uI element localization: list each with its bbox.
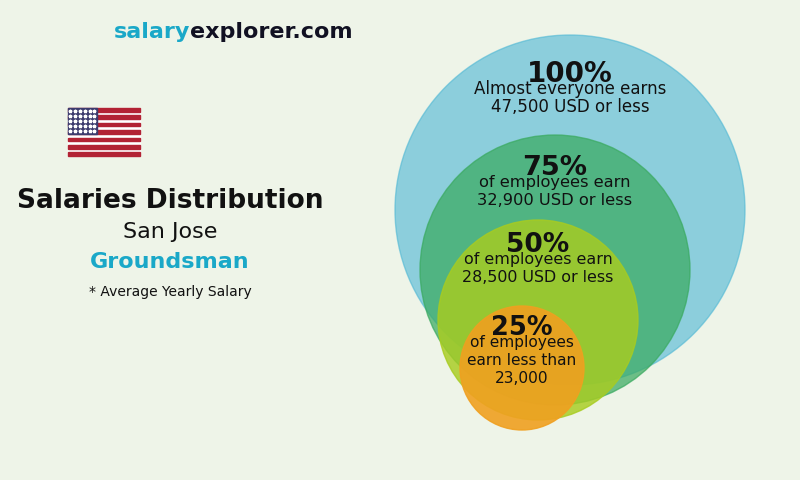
Text: 28,500 USD or less: 28,500 USD or less bbox=[462, 270, 614, 285]
Text: * Average Yearly Salary: * Average Yearly Salary bbox=[89, 285, 251, 299]
Bar bbox=[68, 115, 140, 119]
Bar bbox=[68, 108, 140, 112]
Text: San Jose: San Jose bbox=[123, 222, 217, 242]
Bar bbox=[68, 152, 140, 156]
Text: 75%: 75% bbox=[522, 155, 587, 181]
Text: of employees earn: of employees earn bbox=[479, 175, 630, 190]
Circle shape bbox=[460, 306, 584, 430]
Text: salary: salary bbox=[114, 22, 190, 42]
Bar bbox=[68, 108, 97, 134]
Bar bbox=[68, 145, 140, 149]
Text: Salaries Distribution: Salaries Distribution bbox=[17, 188, 323, 214]
Circle shape bbox=[420, 135, 690, 405]
Text: explorer.com: explorer.com bbox=[190, 22, 353, 42]
Text: 50%: 50% bbox=[506, 232, 570, 258]
Text: 100%: 100% bbox=[527, 60, 613, 88]
Text: 25%: 25% bbox=[491, 315, 553, 341]
Text: 32,900 USD or less: 32,900 USD or less bbox=[478, 193, 633, 208]
Text: earn less than: earn less than bbox=[467, 353, 577, 368]
Text: of employees: of employees bbox=[470, 335, 574, 350]
Circle shape bbox=[438, 220, 638, 420]
Bar bbox=[68, 138, 140, 141]
Text: Groundsman: Groundsman bbox=[90, 252, 250, 272]
Circle shape bbox=[395, 35, 745, 385]
Bar bbox=[68, 108, 140, 156]
Text: of employees earn: of employees earn bbox=[464, 252, 612, 267]
Bar bbox=[68, 123, 140, 126]
Text: Almost everyone earns: Almost everyone earns bbox=[474, 80, 666, 98]
Text: 23,000: 23,000 bbox=[495, 371, 549, 386]
Bar bbox=[68, 130, 140, 134]
Text: 47,500 USD or less: 47,500 USD or less bbox=[490, 98, 650, 116]
